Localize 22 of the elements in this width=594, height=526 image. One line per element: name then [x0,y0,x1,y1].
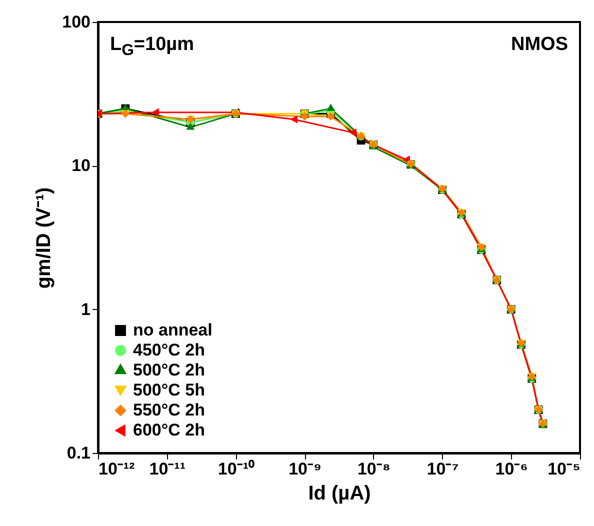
legend-label: no anneal [133,320,212,340]
x-tick-label: 10⁻⁷ [426,460,459,478]
y-tick-label: 1 [81,300,90,319]
x-tick-label: 10⁻¹¹ [149,460,186,478]
y-tick-label: 10 [72,156,90,176]
x-tick-label: 10⁻⁵ [548,460,580,478]
y-tick-label: 100 [62,12,90,32]
x-tick-label: 10⁻⁶ [495,460,528,478]
legend-label: 500°C 5h [133,380,206,400]
x-tick-label: 10⁻¹⁰ [218,460,255,478]
legend-label: 550°C 2h [133,400,206,420]
x-tick-label: 10⁻¹² [98,460,136,478]
x-axis-title: Id (µA) [308,482,371,504]
legend-label: 500°C 2h [133,360,206,380]
x-tick-label: 10⁻⁹ [288,460,322,478]
annotation: L$_{G}$=10µm [110,34,194,60]
annotation: NMOS [511,34,568,56]
legend-label: 600°C 2h [133,420,206,440]
legend-label: 450°C 2h [133,340,206,360]
y-axis-title: gm/ID (V⁻¹) [33,187,56,289]
y-tick-label: 0.1 [66,444,90,462]
x-tick-label: 10⁻⁸ [357,460,390,478]
